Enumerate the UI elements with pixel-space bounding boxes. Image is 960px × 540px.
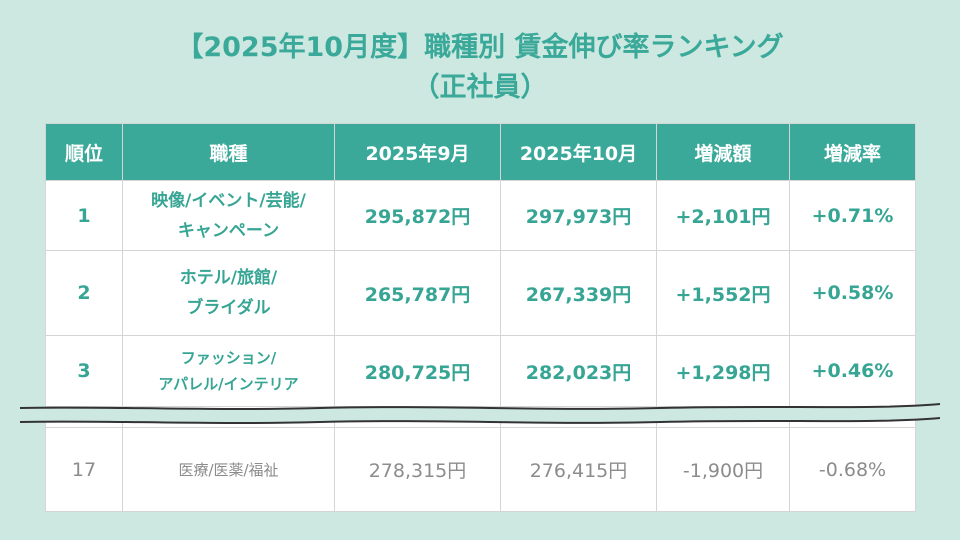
diff-cell: +2,101円 [656,180,790,251]
rank-cell: 2 [45,250,123,336]
oct-cell: 276,415円 [500,427,657,512]
sep-cell: 278,315円 [334,427,501,512]
diff-cell: +1,552円 [656,250,790,336]
job-cell: ホテル/旅館/ ブライダル [122,250,335,336]
diff-cell: +1,298円 [656,335,790,407]
sep-cell: 280,725円 [334,335,501,407]
job-line-2: ブライダル [186,298,271,318]
rate-cell: -0.68% [789,427,916,512]
header-oct: 2025年10月 [500,123,657,181]
header-rate: 増減率 [789,123,916,181]
table-row: 3 ファッション/ アパレル/インテリア 280,725円 282,023円 +… [45,335,916,407]
oct-cell: 267,339円 [500,250,657,336]
header-sep: 2025年9月 [334,123,501,181]
job-line-1: ファッション/ [180,349,277,367]
job-cell: 医療/医薬/福祉 [122,427,335,512]
rate-cell: +0.58% [789,250,916,336]
job-line-2: キャンペーン [177,220,280,241]
rate-cell: +0.71% [789,180,916,251]
job-line-2: アパレル/インテリア [158,375,299,393]
diff-cell: -1,900円 [656,427,790,512]
header-rank: 順位 [45,123,123,181]
page-title: 【2025年10月度】職種別 賃金伸び率ランキング （正社員） [0,28,960,108]
rank-cell: 3 [45,335,123,407]
oct-cell: 297,973円 [500,180,657,251]
sep-cell: 295,872円 [334,180,501,251]
table-header-row: 順位 職種 2025年9月 2025年10月 増減額 増減率 [45,123,916,181]
oct-cell: 282,023円 [500,335,657,407]
rank-cell: 1 [45,180,123,251]
table-row: 17 医療/医薬/福祉 278,315円 276,415円 -1,900円 -0… [45,427,916,512]
rate-cell: +0.46% [789,335,916,407]
job-cell: 映像/イベント/芸能/ キャンペーン [122,180,335,251]
table-row: 1 映像/イベント/芸能/ キャンペーン 295,872円 297,973円 +… [45,180,916,251]
title-line-1: 【2025年10月度】職種別 賃金伸び率ランキング [176,32,784,63]
header-job: 職種 [122,123,335,181]
ranking-table: 順位 職種 2025年9月 2025年10月 増減額 増減率 1 映像/イベント… [45,123,916,512]
title-line-2: （正社員） [412,72,548,103]
job-line-1: ホテル/旅館/ [179,268,278,288]
job-line-1: 映像/イベント/芸能/ [151,190,306,211]
wavy-break-line-icon [20,403,940,424]
table-row: 2 ホテル/旅館/ ブライダル 265,787円 267,339円 +1,552… [45,250,916,336]
sep-cell: 265,787円 [334,250,501,336]
header-diff: 増減額 [656,123,790,181]
rank-cell: 17 [45,427,123,512]
